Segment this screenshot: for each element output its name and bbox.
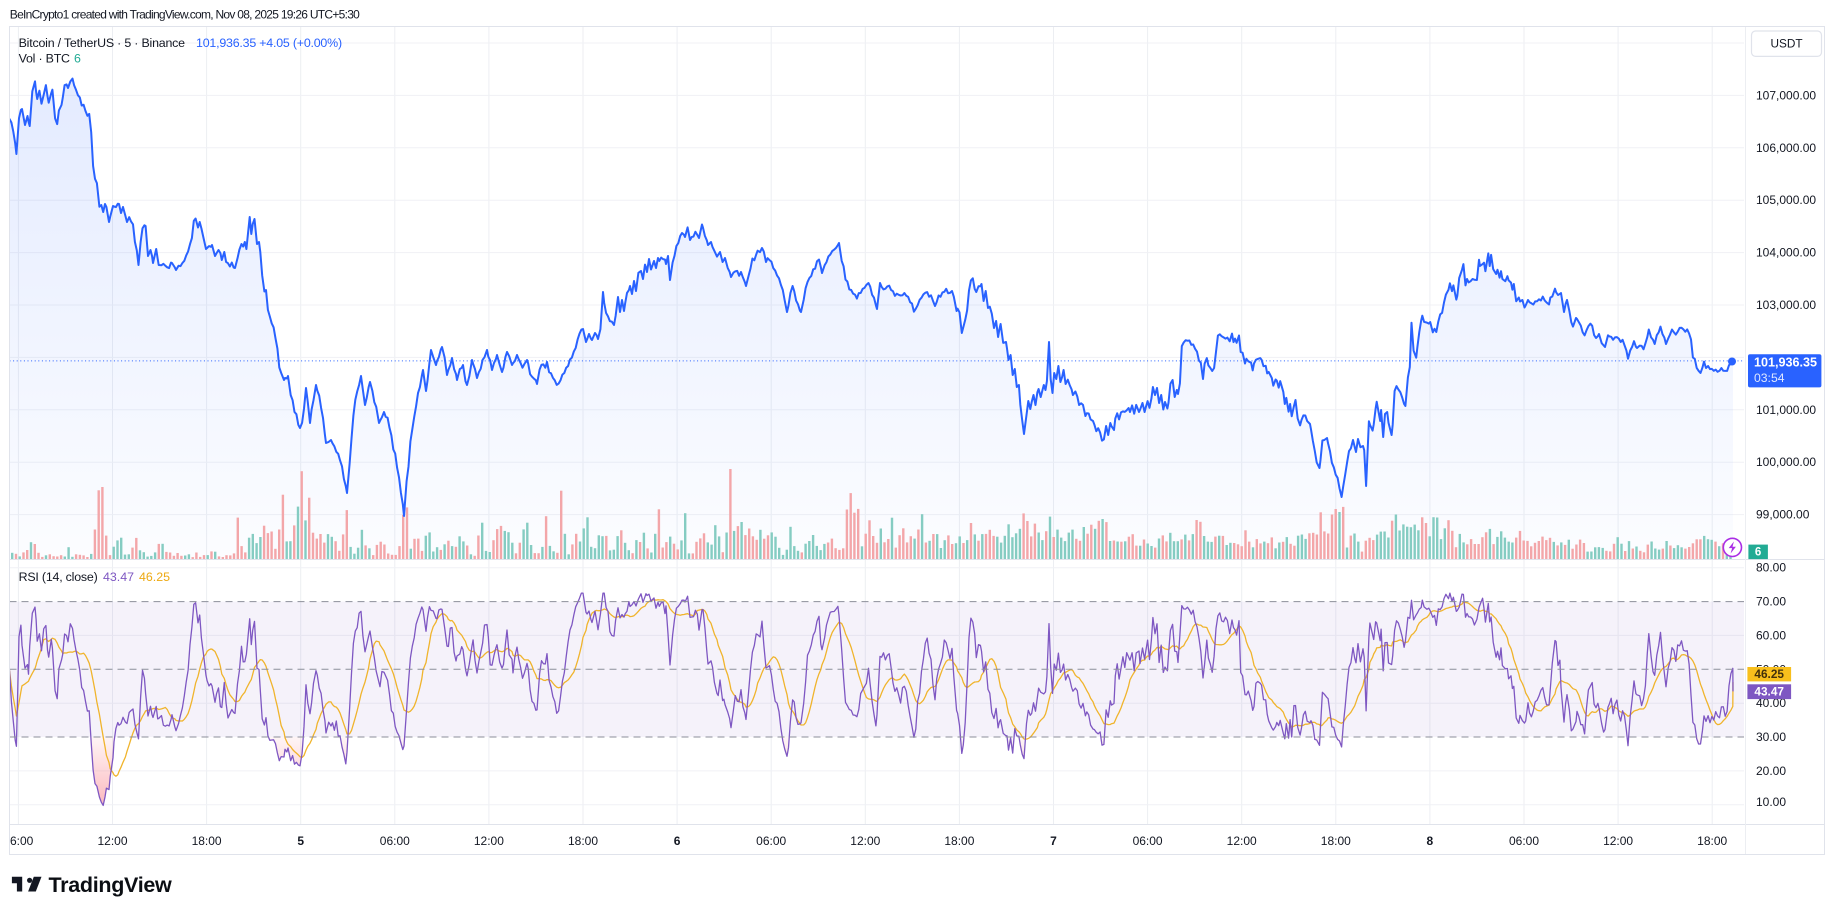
svg-text:43.47: 43.47 (1754, 685, 1784, 699)
svg-text:6:00: 6:00 (10, 834, 34, 848)
svg-text:12:00: 12:00 (1603, 834, 1633, 848)
svg-text:06:00: 06:00 (1509, 834, 1539, 848)
svg-text:18:00: 18:00 (1697, 834, 1727, 848)
svg-text:18:00: 18:00 (944, 834, 974, 848)
svg-text:18:00: 18:00 (192, 834, 222, 848)
svg-text:18:00: 18:00 (1321, 834, 1351, 848)
svg-text:20.00: 20.00 (1756, 764, 1786, 778)
svg-text:06:00: 06:00 (1133, 834, 1163, 848)
svg-text:104,000.00: 104,000.00 (1756, 246, 1816, 260)
svg-text:03:54: 03:54 (1754, 371, 1785, 385)
svg-text:106,000.00: 106,000.00 (1756, 141, 1816, 155)
svg-text:46.25: 46.25 (139, 570, 170, 584)
svg-text:5: 5 (297, 834, 304, 848)
svg-text:101,936.35 +4.05 (+0.00%): 101,936.35 +4.05 (+0.00%) (196, 36, 342, 50)
svg-text:12:00: 12:00 (1227, 834, 1257, 848)
svg-text:6: 6 (74, 52, 81, 66)
svg-text:101,000.00: 101,000.00 (1756, 403, 1816, 417)
svg-text:107,000.00: 107,000.00 (1756, 88, 1816, 102)
svg-text:USDT: USDT (1770, 37, 1802, 51)
svg-text:12:00: 12:00 (850, 834, 880, 848)
svg-text:105,000.00: 105,000.00 (1756, 193, 1816, 207)
svg-text:06:00: 06:00 (756, 834, 786, 848)
svg-text:103,000.00: 103,000.00 (1756, 298, 1816, 312)
svg-text:Bitcoin / TetherUS · 5 · Binan: Bitcoin / TetherUS · 5 · Binance (19, 36, 186, 50)
svg-text:6: 6 (674, 834, 681, 848)
svg-text:10.00: 10.00 (1756, 795, 1786, 809)
svg-text:60.00: 60.00 (1756, 628, 1786, 642)
svg-text:12:00: 12:00 (474, 834, 504, 848)
svg-text:46.25: 46.25 (1754, 667, 1784, 681)
svg-text:70.00: 70.00 (1756, 595, 1786, 609)
svg-text:RSI (14, close): RSI (14, close) (19, 570, 98, 584)
svg-text:12:00: 12:00 (97, 834, 127, 848)
svg-text:06:00: 06:00 (380, 834, 410, 848)
svg-text:BeInCrypto1 created with Tradi: BeInCrypto1 created with TradingView.com… (10, 8, 360, 22)
svg-text:101,936.35: 101,936.35 (1754, 355, 1817, 369)
svg-text:40.00: 40.00 (1756, 696, 1786, 710)
svg-text:8: 8 (1427, 834, 1434, 848)
svg-text:99,000.00: 99,000.00 (1756, 508, 1810, 522)
svg-text:100,000.00: 100,000.00 (1756, 455, 1816, 469)
svg-text:Vol · BTC: Vol · BTC (19, 52, 70, 66)
svg-text:18:00: 18:00 (568, 834, 598, 848)
svg-text:30.00: 30.00 (1756, 730, 1786, 744)
svg-text:80.00: 80.00 (1756, 561, 1786, 575)
svg-text:7: 7 (1050, 834, 1057, 848)
svg-text:TradingView: TradingView (49, 873, 173, 897)
svg-text:6: 6 (1755, 547, 1761, 559)
svg-text:43.47: 43.47 (103, 570, 134, 584)
